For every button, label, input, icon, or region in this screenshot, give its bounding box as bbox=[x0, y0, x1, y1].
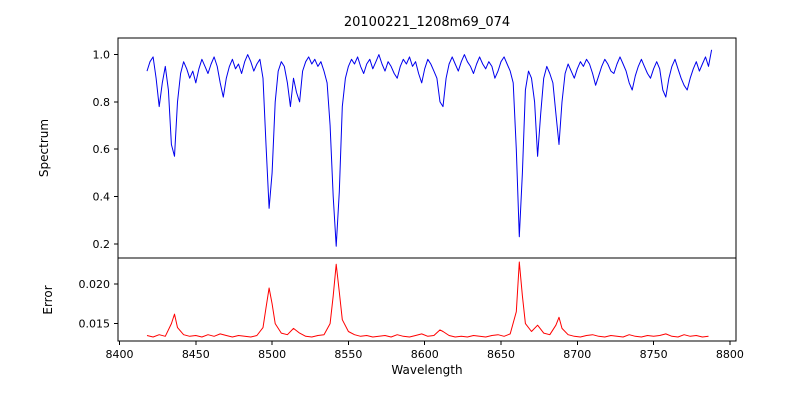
axes-box bbox=[117, 257, 737, 342]
y-tick-label: 0.8 bbox=[93, 96, 111, 109]
spectrum-line bbox=[146, 49, 713, 247]
x-tick-label: 8650 bbox=[487, 348, 515, 361]
x-tick-label: 8450 bbox=[182, 348, 210, 361]
axes-box bbox=[117, 37, 737, 259]
x-tick-label: 8600 bbox=[411, 348, 439, 361]
y-tick-label: 0.015 bbox=[79, 318, 111, 331]
y-tick-label: 0.2 bbox=[93, 238, 111, 251]
x-tick-label: 8500 bbox=[258, 348, 286, 361]
y-tick-label: 1.0 bbox=[93, 49, 111, 62]
x-axis-label: Wavelength bbox=[391, 363, 462, 377]
y-axis-label-error: Error bbox=[41, 285, 55, 314]
x-tick-label: 8800 bbox=[716, 348, 744, 361]
x-tick-label: 8400 bbox=[106, 348, 134, 361]
x-tick-label: 8750 bbox=[640, 348, 668, 361]
plot-layer: 0.2 0.4 0.6 0.8 1.0 0.015 0.020 8400 8450 8500 855… bbox=[79, 37, 744, 361]
x-tick-label: 8700 bbox=[563, 348, 591, 361]
y-tick-label: 0.020 bbox=[79, 278, 111, 291]
chart-title: 20100221_1208m69_074 bbox=[344, 15, 510, 30]
error-line bbox=[146, 261, 709, 338]
y-tick-label: 0.6 bbox=[93, 143, 111, 156]
y-tick-label: 0.4 bbox=[93, 190, 111, 203]
y-axis-label-spectrum: Spectrum bbox=[37, 119, 51, 177]
x-tick-label: 8550 bbox=[334, 348, 362, 361]
